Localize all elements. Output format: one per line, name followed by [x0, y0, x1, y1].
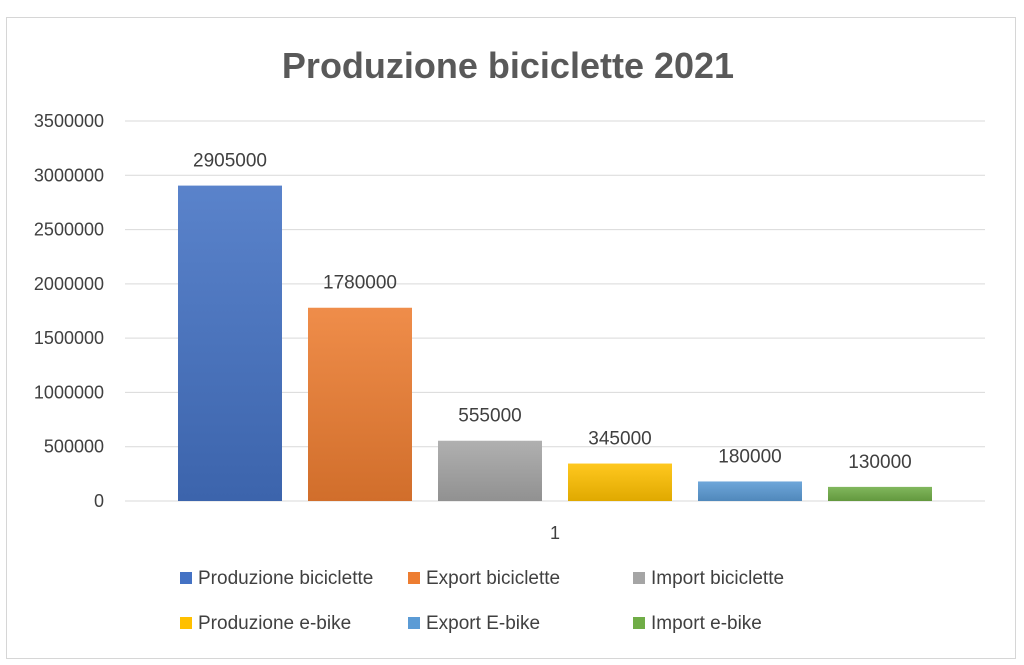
- y-tick-label: 0: [94, 491, 104, 511]
- data-label: 130000: [848, 452, 911, 473]
- legend-swatch: [180, 617, 192, 629]
- legend-swatch: [408, 572, 420, 584]
- y-tick-label: 3500000: [34, 111, 104, 131]
- data-label: 2905000: [193, 151, 267, 172]
- y-tick-label: 2000000: [34, 274, 104, 294]
- legend-swatch: [180, 572, 192, 584]
- bar-1: [178, 185, 282, 501]
- data-labels: 2905000 1780000 555000 345000 180000 130000: [193, 151, 912, 473]
- legend-label: Produzione biciclette: [198, 568, 373, 589]
- bar-2: [308, 307, 412, 501]
- bars: [178, 185, 932, 501]
- chart-title: Produzione biciclette 2021: [282, 45, 734, 86]
- legend-label: Export E-bike: [426, 613, 540, 634]
- legend-label: Export biciclette: [426, 568, 560, 589]
- legend-swatch: [633, 572, 645, 584]
- legend-item: Import e-bike: [633, 613, 762, 634]
- legend-item: Export E-bike: [408, 613, 540, 634]
- y-tick-label: 1000000: [34, 382, 104, 402]
- legend: Produzione biciclette Export biciclette Im…: [180, 568, 784, 634]
- x-axis-categories: 1: [550, 523, 560, 543]
- legend-item: Produzione e-bike: [180, 613, 351, 634]
- data-label: 555000: [458, 406, 521, 427]
- legend-item: Import biciclette: [633, 568, 784, 589]
- legend-label: Import e-bike: [651, 613, 762, 634]
- y-tick-label: 500000: [44, 437, 104, 457]
- bar-4: [568, 463, 672, 501]
- y-tick-label: 1500000: [34, 328, 104, 348]
- legend-label: Produzione e-bike: [198, 613, 351, 634]
- x-category-label: 1: [550, 523, 560, 543]
- data-label: 1780000: [323, 273, 397, 294]
- bar-5: [698, 481, 802, 501]
- data-label: 180000: [718, 446, 781, 467]
- bar-6: [828, 486, 932, 501]
- legend-swatch: [408, 617, 420, 629]
- legend-item: Export biciclette: [408, 568, 560, 589]
- legend-label: Import biciclette: [651, 568, 784, 589]
- y-tick-label: 3000000: [34, 165, 104, 185]
- bar-3: [438, 440, 542, 501]
- legend-swatch: [633, 617, 645, 629]
- y-axis-ticks: 0 500000 1000000 1500000 2000000 2500000 30000…: [34, 111, 104, 511]
- data-label: 345000: [588, 429, 651, 450]
- legend-item: Produzione biciclette: [180, 568, 373, 589]
- y-tick-label: 2500000: [34, 220, 104, 240]
